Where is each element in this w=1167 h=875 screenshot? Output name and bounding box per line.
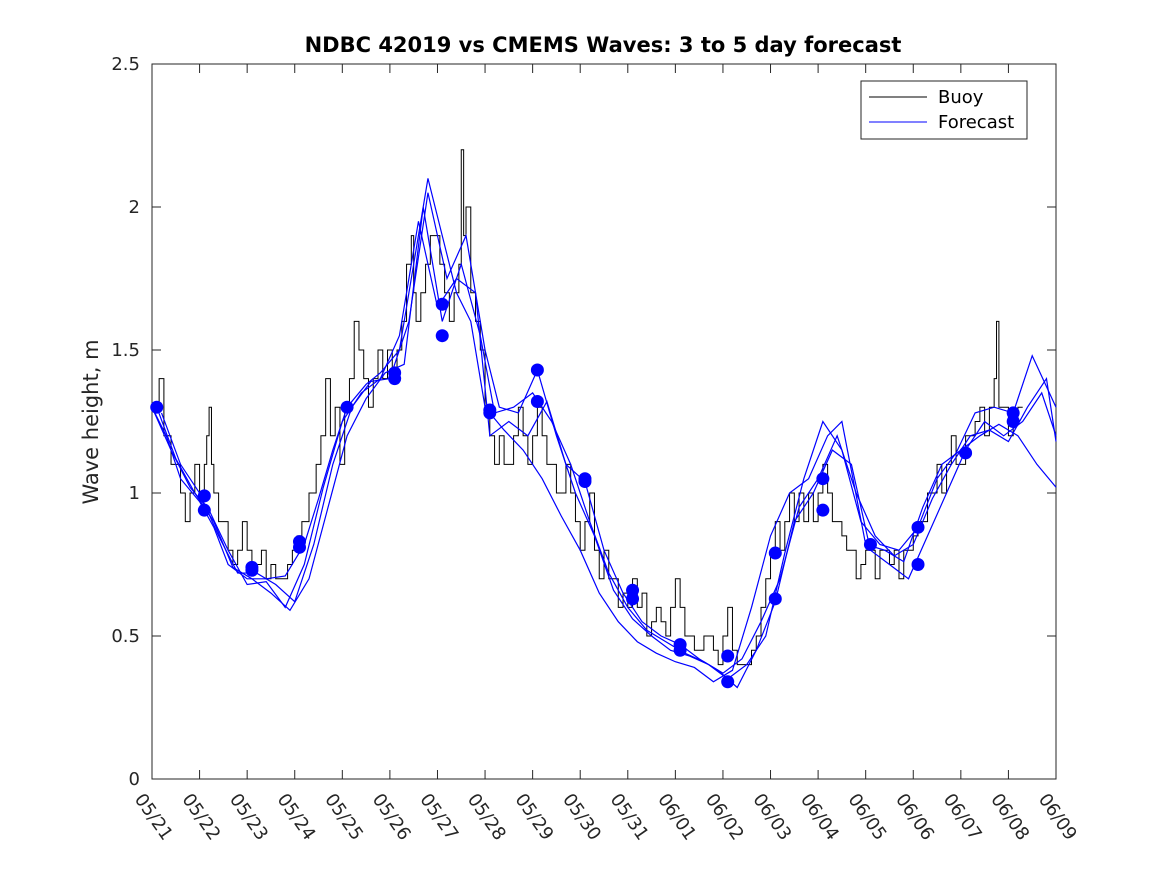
forecast-marker [150, 400, 164, 414]
y-tick-label: 1 [129, 483, 140, 504]
forecast-marker [530, 363, 544, 377]
legend-buoy-label: Buoy [938, 87, 984, 108]
forecast-marker [435, 297, 449, 311]
y-tick-label: 0.5 [111, 626, 140, 647]
x-tick-label: 06/07 [939, 790, 986, 845]
forecast-run-line [156, 206, 1057, 674]
x-tick-label: 05/31 [606, 790, 653, 845]
forecast-marker [721, 649, 735, 663]
forecast-marker [435, 329, 449, 343]
forecast-marker [673, 643, 687, 657]
forecast-marker [483, 406, 497, 420]
legend: Buoy Forecast [860, 80, 1028, 140]
x-tick-label: 05/22 [177, 790, 224, 845]
forecast-marker [530, 394, 544, 408]
forecast-marker [292, 540, 306, 554]
x-tick-label: 05/26 [368, 790, 415, 845]
forecast-marker [197, 489, 211, 503]
x-tick-label: 05/23 [225, 790, 272, 845]
forecast-marker [959, 446, 973, 460]
y-tick-label: 1.5 [111, 340, 140, 361]
x-tick-label: 06/02 [701, 790, 748, 845]
x-tick-label: 05/27 [415, 790, 462, 845]
x-tick-label: 05/21 [130, 790, 177, 845]
forecast-marker [197, 503, 211, 517]
legend-box [860, 80, 1028, 140]
x-tick-label: 06/08 [986, 790, 1033, 845]
x-tick-label: 06/09 [1034, 790, 1081, 845]
forecast-marker [578, 475, 592, 489]
forecast-marker [768, 546, 782, 560]
x-tick-label: 06/04 [796, 790, 843, 845]
forecast-marker [863, 537, 877, 551]
x-tick-label: 06/05 [844, 790, 891, 845]
forecast-run-line [151, 221, 1057, 689]
forecast-marker [626, 592, 640, 606]
forecast-marker [911, 520, 925, 534]
x-tick-label: 05/25 [320, 790, 367, 845]
buoy-series-line [152, 149, 1023, 666]
x-tick-label: 05/24 [273, 790, 320, 845]
y-tick-label: 0 [129, 769, 140, 790]
y-tick-label: 2.5 [111, 54, 140, 75]
forecast-run-line [151, 178, 1057, 683]
x-tick-label: 05/29 [511, 790, 558, 845]
forecast-marker [816, 472, 830, 486]
plot-area: 05/21 05/22 05/23 05/24 05/25 05/26 05/27 05/28… [111, 54, 1081, 844]
x-tick-label: 05/30 [558, 790, 605, 845]
x-tick-label: 06/01 [653, 790, 700, 845]
forecast-marker [911, 558, 925, 571]
chart-title: NDBC 42019 vs CMEMS Waves: 3 to 5 day fo… [305, 33, 902, 57]
forecast-marker [388, 372, 402, 386]
forecast-marker [721, 675, 735, 689]
y-axis-label: Wave height, m [79, 339, 103, 504]
forecast-run-line [160, 192, 1057, 680]
y-tick-label: 2 [129, 197, 140, 218]
x-tick-label: 06/03 [748, 790, 795, 845]
x-tick-label: 05/28 [463, 790, 510, 845]
forecast-marker [245, 563, 259, 577]
forecast-marker [816, 503, 830, 517]
legend-forecast-label: Forecast [938, 112, 1014, 133]
forecast-marker [768, 592, 782, 606]
x-tick-label: 06/06 [891, 790, 938, 845]
forecast-marker [340, 400, 354, 414]
forecast-marker [1006, 415, 1020, 428]
axes-box [151, 63, 1057, 780]
